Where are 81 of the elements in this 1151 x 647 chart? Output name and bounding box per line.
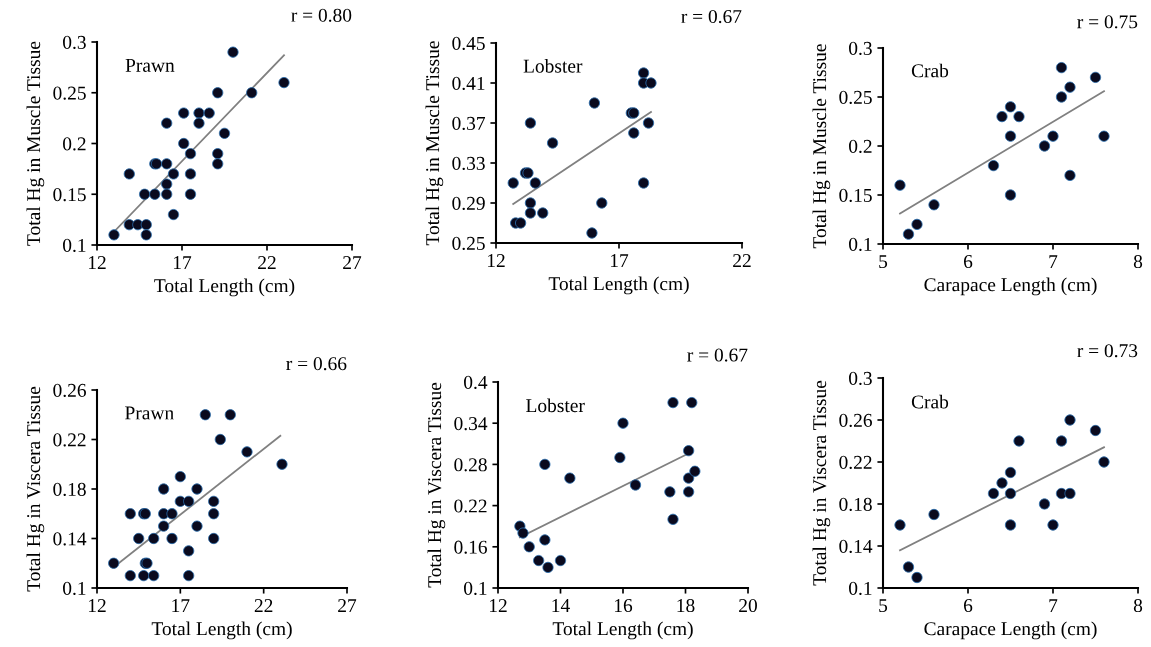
y-axis-title: Total Hg in Muscle Tissue — [812, 44, 831, 249]
y-axis-title: Total Hg in Viscera Tissue — [812, 380, 831, 586]
x-tick-label: 12 — [487, 254, 505, 267]
x-tick-label: 6 — [963, 255, 973, 269]
x-tick-label: 17 — [172, 599, 190, 612]
y-tick-label: 0.22 — [839, 455, 872, 470]
y-tick-label: 0.22 — [53, 433, 86, 447]
x-axis-title: Carapace Length (cm) — [924, 621, 1097, 640]
y-tick-label: 0.18 — [839, 497, 872, 512]
x-tick-label: 27 — [343, 256, 362, 269]
y-tick-label: 0.25 — [452, 236, 485, 251]
x-tick-label: 14 — [552, 599, 570, 612]
y-tick-label: 0.1 — [464, 581, 487, 596]
y-tick-label: 0.33 — [452, 156, 485, 171]
y-tick-label: 0.4 — [464, 375, 488, 390]
x-tick-label: 8 — [1133, 598, 1143, 613]
x-tick-label: 8 — [1133, 254, 1143, 269]
x-tick-label: 5 — [879, 255, 888, 269]
y-tick-label: 0.14 — [53, 532, 87, 546]
annotation: Prawn — [125, 406, 174, 420]
annotation: Lobster — [523, 59, 583, 73]
x-tick-label: 12 — [88, 599, 106, 612]
x-axis-title: Total Length (cm) — [151, 621, 292, 640]
y-axis-title: Total Hg in Viscera Tissue — [427, 382, 446, 588]
y-tick-label: 0.29 — [452, 196, 485, 211]
y-tick-label: 0.3 — [849, 41, 872, 56]
x-tick-label: 12 — [489, 599, 507, 612]
annotation: Crab — [911, 63, 949, 78]
x-axis-title: Total Length (cm) — [552, 621, 693, 640]
y-tick-label: 0.3 — [63, 35, 86, 50]
y-tick-label: 0.1 — [849, 581, 872, 596]
y-tick-label: 0.3 — [849, 371, 872, 386]
x-axis-title: Carapace Length (cm) — [924, 277, 1097, 296]
x-tick-label: 12 — [88, 256, 106, 269]
y-tick-label: 0.26 — [53, 383, 86, 398]
y-tick-label: 0.25 — [53, 86, 86, 100]
y-tick-label: 0.14 — [839, 539, 873, 554]
annotation: Lobster — [526, 398, 585, 413]
y-tick-label: 0.41 — [452, 76, 485, 91]
text: r = 0.75 — [1077, 15, 1138, 29]
x-tick-label: 27 — [338, 599, 357, 612]
y-axis-title: Total Hg in Muscle Tissue — [425, 41, 444, 246]
y-tick-label: 0.16 — [454, 540, 487, 554]
y-tick-label: 0.34 — [454, 417, 488, 431]
text: r = 0.73 — [1077, 344, 1138, 358]
y-axis-title: Total Hg in Muscle Tissue — [26, 41, 45, 246]
x-tick-label: 22 — [258, 256, 276, 269]
annotation: Crab — [911, 394, 949, 409]
text: r = 0.80 — [291, 8, 352, 22]
y-tick-label: 0.15 — [53, 188, 86, 202]
x-tick-label: 5 — [879, 599, 888, 613]
x-tick-label: 22 — [254, 599, 273, 612]
text: r = 0.67 — [681, 9, 742, 24]
text: r = 0.66 — [286, 357, 347, 371]
y-tick-label: 0.1 — [849, 237, 872, 252]
x-tick-label: 22 — [733, 254, 751, 267]
y-tick-label: 0.1 — [63, 581, 86, 596]
x-tick-label: 7 — [1049, 599, 1058, 612]
x-tick-label: 17 — [173, 256, 192, 269]
x-tick-label: 6 — [963, 599, 973, 613]
y-tick-label: 0.26 — [839, 413, 872, 428]
y-axis-title: Total Hg in Viscera Tissue — [26, 386, 45, 592]
y-tick-label: 0.15 — [839, 188, 872, 203]
y-tick-label: 0.2 — [849, 139, 872, 154]
y-tick-label: 0.1 — [63, 238, 86, 253]
x-tick-label: 16 — [614, 599, 633, 613]
y-tick-label: 0.28 — [454, 458, 487, 472]
x-tick-label: 20 — [739, 598, 757, 613]
y-tick-label: 0.2 — [63, 137, 86, 151]
y-tick-label: 0.45 — [452, 36, 485, 51]
annotation: Prawn — [125, 59, 175, 72]
y-tick-label: 0.37 — [452, 116, 486, 131]
y-tick-label: 0.22 — [454, 499, 487, 513]
x-tick-label: 17 — [610, 254, 629, 267]
x-axis-title: Total Length (cm) — [154, 278, 295, 297]
x-tick-label: 18 — [677, 598, 695, 613]
x-tick-label: 7 — [1049, 255, 1058, 268]
x-axis-title: Total Length (cm) — [548, 276, 689, 295]
y-tick-label: 0.25 — [839, 90, 872, 105]
y-tick-label: 0.18 — [53, 482, 86, 497]
text: r = 0.67 — [687, 348, 748, 362]
